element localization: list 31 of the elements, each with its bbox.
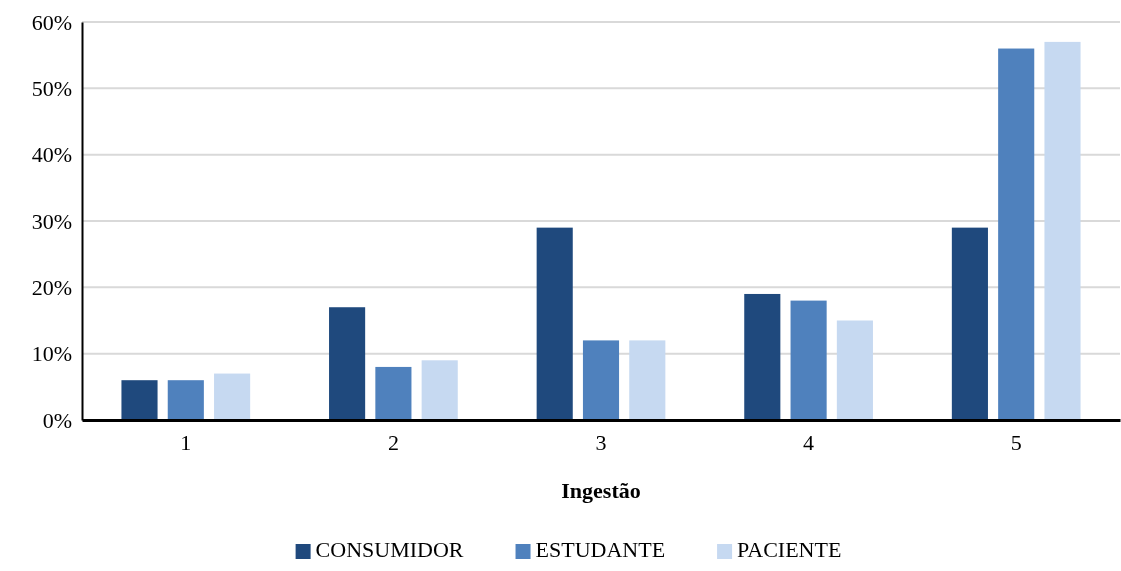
bar bbox=[121, 380, 158, 420]
bar bbox=[744, 293, 781, 420]
x-tick-label: 5 bbox=[1010, 429, 1022, 455]
bar bbox=[536, 227, 573, 420]
y-tick-label: 50% bbox=[31, 75, 72, 101]
x-axis-title: Ingestão bbox=[561, 478, 641, 503]
x-tick-label: 2 bbox=[387, 429, 399, 455]
y-tick-label: 0% bbox=[42, 407, 72, 433]
bar bbox=[629, 340, 666, 420]
bar bbox=[582, 340, 620, 420]
bar bbox=[375, 366, 412, 420]
bar bbox=[214, 373, 251, 420]
bar bbox=[329, 307, 366, 420]
y-tick-label: 60% bbox=[31, 9, 72, 35]
bar bbox=[836, 320, 873, 420]
y-tick-label: 30% bbox=[31, 208, 72, 234]
bar bbox=[951, 227, 988, 420]
legend-label: PACIENTE bbox=[737, 537, 842, 562]
bar bbox=[998, 48, 1035, 420]
x-tick-label: 4 bbox=[803, 429, 815, 455]
y-tick-label: 40% bbox=[31, 142, 72, 168]
bar bbox=[1044, 41, 1081, 420]
y-tick-label: 10% bbox=[31, 341, 72, 367]
bar bbox=[421, 360, 458, 420]
bar bbox=[167, 380, 204, 420]
y-tick-label: 20% bbox=[31, 274, 72, 300]
legend-label: ESTUDANTE bbox=[535, 537, 666, 562]
legend-label: CONSUMIDOR bbox=[315, 537, 464, 562]
bar bbox=[790, 300, 827, 420]
x-tick-label: 1 bbox=[180, 429, 192, 455]
x-tick-label: 3 bbox=[595, 429, 607, 455]
